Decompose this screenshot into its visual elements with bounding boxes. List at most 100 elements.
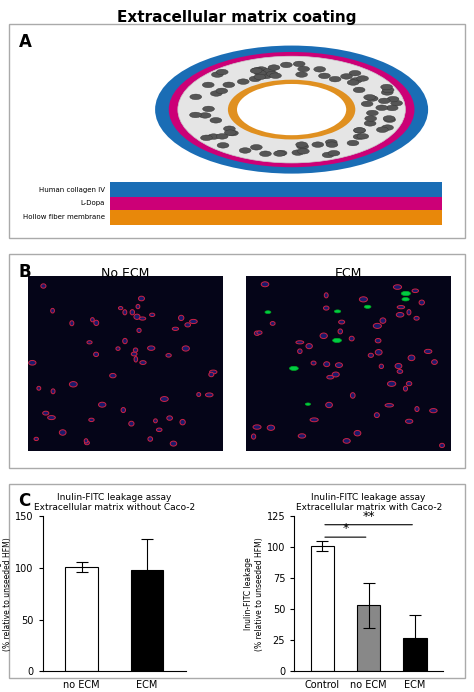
- Circle shape: [347, 80, 359, 85]
- Circle shape: [190, 112, 201, 118]
- Ellipse shape: [379, 364, 383, 369]
- Ellipse shape: [338, 320, 345, 324]
- Circle shape: [298, 66, 310, 72]
- Ellipse shape: [253, 425, 261, 429]
- Circle shape: [356, 75, 368, 81]
- Circle shape: [383, 116, 395, 121]
- Ellipse shape: [432, 360, 438, 365]
- Ellipse shape: [408, 355, 415, 361]
- Ellipse shape: [210, 370, 217, 374]
- Ellipse shape: [34, 437, 38, 441]
- Circle shape: [364, 120, 376, 126]
- Ellipse shape: [333, 338, 341, 343]
- Ellipse shape: [334, 310, 341, 313]
- Circle shape: [202, 106, 214, 111]
- Circle shape: [223, 126, 235, 131]
- Circle shape: [387, 96, 399, 102]
- Ellipse shape: [70, 321, 74, 326]
- Circle shape: [329, 76, 341, 82]
- Ellipse shape: [87, 340, 92, 344]
- Circle shape: [382, 125, 393, 130]
- Ellipse shape: [395, 363, 402, 369]
- Ellipse shape: [109, 374, 116, 378]
- Circle shape: [293, 61, 305, 66]
- Circle shape: [354, 127, 365, 133]
- Circle shape: [376, 127, 388, 132]
- Circle shape: [381, 90, 393, 95]
- Bar: [357, 606, 380, 671]
- Circle shape: [239, 147, 251, 153]
- Ellipse shape: [298, 434, 306, 438]
- Ellipse shape: [385, 403, 393, 407]
- Circle shape: [296, 142, 308, 147]
- Title: Inulin-FITC leakage assay
Extracellular matrix without Caco-2: Inulin-FITC leakage assay Extracellular …: [34, 493, 195, 513]
- Ellipse shape: [51, 389, 55, 394]
- Bar: [27, 275, 223, 450]
- Ellipse shape: [41, 284, 46, 288]
- Ellipse shape: [261, 282, 269, 286]
- Ellipse shape: [91, 318, 94, 322]
- Ellipse shape: [290, 366, 298, 370]
- Text: *: *: [342, 522, 348, 536]
- Circle shape: [211, 72, 223, 78]
- Circle shape: [202, 82, 214, 88]
- Bar: [131, 570, 164, 671]
- Ellipse shape: [121, 408, 126, 412]
- Y-axis label: Inulin-FITC leakage
(% relative to unseeded HFM): Inulin-FITC leakage (% relative to unsee…: [245, 537, 264, 650]
- Ellipse shape: [419, 300, 424, 305]
- Text: Hollow fiber membrane: Hollow fiber membrane: [23, 215, 105, 220]
- Circle shape: [326, 142, 338, 147]
- Bar: [109, 197, 442, 210]
- Circle shape: [210, 118, 222, 123]
- Circle shape: [273, 151, 285, 156]
- Ellipse shape: [116, 347, 120, 350]
- Text: A: A: [18, 33, 31, 51]
- Ellipse shape: [338, 329, 343, 334]
- Text: Human collagen IV: Human collagen IV: [39, 187, 105, 192]
- Circle shape: [268, 65, 280, 71]
- Ellipse shape: [343, 439, 350, 444]
- Ellipse shape: [414, 316, 419, 320]
- Ellipse shape: [99, 402, 106, 407]
- Circle shape: [251, 68, 263, 73]
- Circle shape: [341, 73, 353, 79]
- Ellipse shape: [424, 349, 432, 354]
- Circle shape: [298, 149, 310, 154]
- Circle shape: [347, 140, 359, 146]
- Circle shape: [169, 52, 414, 167]
- Ellipse shape: [170, 441, 177, 446]
- Circle shape: [201, 135, 212, 140]
- Circle shape: [281, 62, 292, 68]
- Circle shape: [366, 95, 378, 101]
- Circle shape: [296, 72, 308, 78]
- Ellipse shape: [323, 306, 329, 310]
- Ellipse shape: [167, 416, 173, 420]
- Circle shape: [353, 87, 365, 93]
- Circle shape: [382, 87, 394, 93]
- Ellipse shape: [396, 313, 404, 317]
- Ellipse shape: [412, 289, 419, 293]
- Circle shape: [250, 145, 262, 150]
- Ellipse shape: [47, 416, 55, 419]
- Ellipse shape: [172, 327, 179, 331]
- Ellipse shape: [37, 386, 41, 390]
- Ellipse shape: [43, 411, 49, 415]
- Ellipse shape: [150, 313, 155, 316]
- Ellipse shape: [255, 331, 260, 336]
- Ellipse shape: [375, 349, 382, 355]
- Ellipse shape: [84, 439, 88, 443]
- Ellipse shape: [133, 348, 138, 352]
- Ellipse shape: [374, 323, 382, 329]
- Ellipse shape: [94, 320, 99, 325]
- Bar: [403, 638, 427, 671]
- Circle shape: [381, 84, 392, 90]
- Ellipse shape: [166, 354, 171, 357]
- Circle shape: [237, 79, 249, 84]
- Ellipse shape: [205, 393, 213, 397]
- Ellipse shape: [131, 352, 137, 356]
- Circle shape: [178, 56, 405, 163]
- Ellipse shape: [51, 309, 55, 313]
- Circle shape: [155, 46, 428, 174]
- Ellipse shape: [270, 322, 275, 325]
- Ellipse shape: [180, 419, 185, 425]
